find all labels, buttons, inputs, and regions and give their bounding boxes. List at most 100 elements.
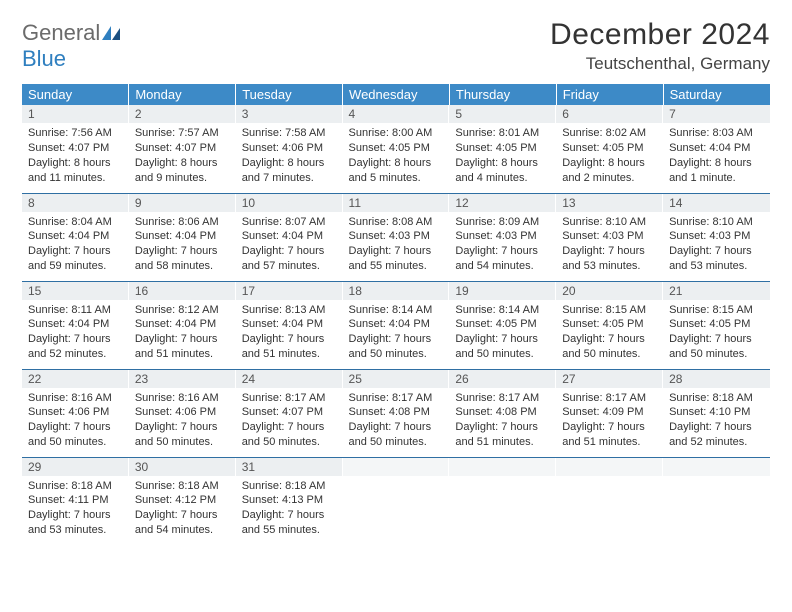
- day-number: 3: [236, 105, 343, 123]
- weekday-header: Monday: [129, 84, 236, 105]
- day-details: Sunrise: 8:09 AMSunset: 4:03 PMDaylight:…: [449, 212, 556, 278]
- daylight-line: Daylight: 8 hours and 2 minutes.: [562, 156, 657, 186]
- logo: General Blue: [22, 18, 120, 72]
- calendar-day-cell: 19Sunrise: 8:14 AMSunset: 4:05 PMDayligh…: [449, 281, 556, 369]
- sunrise-line: Sunrise: 8:11 AM: [28, 303, 123, 318]
- day-number: 18: [343, 282, 450, 300]
- location: Teutschenthal, Germany: [550, 54, 770, 74]
- sunrise-line: Sunrise: 8:01 AM: [455, 126, 550, 141]
- calendar-week-row: 1Sunrise: 7:56 AMSunset: 4:07 PMDaylight…: [22, 105, 770, 193]
- day-details: Sunrise: 8:11 AMSunset: 4:04 PMDaylight:…: [22, 300, 129, 366]
- header: General Blue December 2024 Teutschenthal…: [22, 18, 770, 74]
- sunrise-line: Sunrise: 8:00 AM: [349, 126, 444, 141]
- daylight-line: Daylight: 7 hours and 50 minutes.: [28, 420, 123, 450]
- calendar-day-cell: 6Sunrise: 8:02 AMSunset: 4:05 PMDaylight…: [556, 105, 663, 193]
- sunset-line: Sunset: 4:04 PM: [242, 317, 337, 332]
- day-details: Sunrise: 8:17 AMSunset: 4:07 PMDaylight:…: [236, 388, 343, 454]
- sunset-line: Sunset: 4:04 PM: [349, 317, 444, 332]
- daylight-line: Daylight: 7 hours and 55 minutes.: [242, 508, 337, 538]
- day-number: 31: [236, 458, 343, 476]
- sunset-line: Sunset: 4:08 PM: [349, 405, 444, 420]
- day-number: 1: [22, 105, 129, 123]
- day-details: Sunrise: 7:56 AMSunset: 4:07 PMDaylight:…: [22, 123, 129, 189]
- logo-sail-icon: [102, 26, 120, 40]
- daylight-line: Daylight: 7 hours and 58 minutes.: [135, 244, 230, 274]
- sunrise-line: Sunrise: 8:06 AM: [135, 215, 230, 230]
- day-details: Sunrise: 8:17 AMSunset: 4:09 PMDaylight:…: [556, 388, 663, 454]
- daylight-line: Daylight: 7 hours and 54 minutes.: [455, 244, 550, 274]
- day-details: Sunrise: 7:58 AMSunset: 4:06 PMDaylight:…: [236, 123, 343, 189]
- day-number: 28: [663, 370, 770, 388]
- month-title: December 2024: [550, 18, 770, 52]
- calendar-day-cell: 22Sunrise: 8:16 AMSunset: 4:06 PMDayligh…: [22, 369, 129, 457]
- day-details: Sunrise: 8:18 AMSunset: 4:12 PMDaylight:…: [129, 476, 236, 542]
- sunrise-line: Sunrise: 8:12 AM: [135, 303, 230, 318]
- daylight-line: Daylight: 7 hours and 52 minutes.: [28, 332, 123, 362]
- calendar-day-cell: 25Sunrise: 8:17 AMSunset: 4:08 PMDayligh…: [343, 369, 450, 457]
- sunrise-line: Sunrise: 8:02 AM: [562, 126, 657, 141]
- calendar-day-cell: 26Sunrise: 8:17 AMSunset: 4:08 PMDayligh…: [449, 369, 556, 457]
- day-number: 29: [22, 458, 129, 476]
- day-number: 17: [236, 282, 343, 300]
- sunset-line: Sunset: 4:03 PM: [562, 229, 657, 244]
- daylight-line: Daylight: 7 hours and 51 minutes.: [455, 420, 550, 450]
- sunset-line: Sunset: 4:04 PM: [669, 141, 764, 156]
- logo-text: General Blue: [22, 20, 120, 72]
- sunrise-line: Sunrise: 8:14 AM: [349, 303, 444, 318]
- sunrise-line: Sunrise: 8:08 AM: [349, 215, 444, 230]
- daylight-line: Daylight: 7 hours and 51 minutes.: [135, 332, 230, 362]
- sunset-line: Sunset: 4:04 PM: [135, 229, 230, 244]
- sunrise-line: Sunrise: 7:58 AM: [242, 126, 337, 141]
- calendar-day-cell: 9Sunrise: 8:06 AMSunset: 4:04 PMDaylight…: [129, 193, 236, 281]
- sunset-line: Sunset: 4:07 PM: [135, 141, 230, 156]
- sunset-line: Sunset: 4:05 PM: [562, 317, 657, 332]
- daylight-line: Daylight: 7 hours and 53 minutes.: [28, 508, 123, 538]
- sunset-line: Sunset: 4:08 PM: [455, 405, 550, 420]
- daylight-line: Daylight: 7 hours and 50 minutes.: [669, 332, 764, 362]
- day-details: Sunrise: 8:01 AMSunset: 4:05 PMDaylight:…: [449, 123, 556, 189]
- day-details: Sunrise: 8:10 AMSunset: 4:03 PMDaylight:…: [663, 212, 770, 278]
- day-details: Sunrise: 8:06 AMSunset: 4:04 PMDaylight:…: [129, 212, 236, 278]
- calendar-empty-cell: [556, 457, 663, 545]
- calendar-day-cell: 12Sunrise: 8:09 AMSunset: 4:03 PMDayligh…: [449, 193, 556, 281]
- sunset-line: Sunset: 4:05 PM: [349, 141, 444, 156]
- day-number: 9: [129, 194, 236, 212]
- daylight-line: Daylight: 8 hours and 7 minutes.: [242, 156, 337, 186]
- day-number: 12: [449, 194, 556, 212]
- logo-word-blue: Blue: [22, 46, 66, 71]
- weekday-header: Sunday: [22, 84, 129, 105]
- day-details: Sunrise: 8:15 AMSunset: 4:05 PMDaylight:…: [556, 300, 663, 366]
- day-details: Sunrise: 8:08 AMSunset: 4:03 PMDaylight:…: [343, 212, 450, 278]
- sunrise-line: Sunrise: 8:04 AM: [28, 215, 123, 230]
- day-details: Sunrise: 8:16 AMSunset: 4:06 PMDaylight:…: [129, 388, 236, 454]
- daylight-line: Daylight: 7 hours and 50 minutes.: [242, 420, 337, 450]
- day-number: 15: [22, 282, 129, 300]
- sunset-line: Sunset: 4:03 PM: [349, 229, 444, 244]
- calendar-table: SundayMondayTuesdayWednesdayThursdayFrid…: [22, 84, 770, 545]
- day-details: Sunrise: 8:00 AMSunset: 4:05 PMDaylight:…: [343, 123, 450, 189]
- sunset-line: Sunset: 4:04 PM: [28, 317, 123, 332]
- day-number: 13: [556, 194, 663, 212]
- sunset-line: Sunset: 4:07 PM: [242, 405, 337, 420]
- sunrise-line: Sunrise: 8:16 AM: [135, 391, 230, 406]
- calendar-empty-cell: [343, 457, 450, 545]
- daylight-line: Daylight: 8 hours and 5 minutes.: [349, 156, 444, 186]
- daylight-line: Daylight: 8 hours and 4 minutes.: [455, 156, 550, 186]
- sunrise-line: Sunrise: 8:14 AM: [455, 303, 550, 318]
- calendar-day-cell: 29Sunrise: 8:18 AMSunset: 4:11 PMDayligh…: [22, 457, 129, 545]
- day-details: Sunrise: 8:17 AMSunset: 4:08 PMDaylight:…: [343, 388, 450, 454]
- weekday-header: Tuesday: [236, 84, 343, 105]
- sunrise-line: Sunrise: 8:15 AM: [562, 303, 657, 318]
- day-number: 14: [663, 194, 770, 212]
- day-number: 16: [129, 282, 236, 300]
- sunrise-line: Sunrise: 8:09 AM: [455, 215, 550, 230]
- daylight-line: Daylight: 8 hours and 1 minute.: [669, 156, 764, 186]
- calendar-day-cell: 4Sunrise: 8:00 AMSunset: 4:05 PMDaylight…: [343, 105, 450, 193]
- day-number-empty: [343, 458, 450, 476]
- sunrise-line: Sunrise: 8:17 AM: [562, 391, 657, 406]
- day-number: 21: [663, 282, 770, 300]
- daylight-line: Daylight: 7 hours and 50 minutes.: [135, 420, 230, 450]
- day-number: 5: [449, 105, 556, 123]
- day-number: 6: [556, 105, 663, 123]
- daylight-line: Daylight: 8 hours and 9 minutes.: [135, 156, 230, 186]
